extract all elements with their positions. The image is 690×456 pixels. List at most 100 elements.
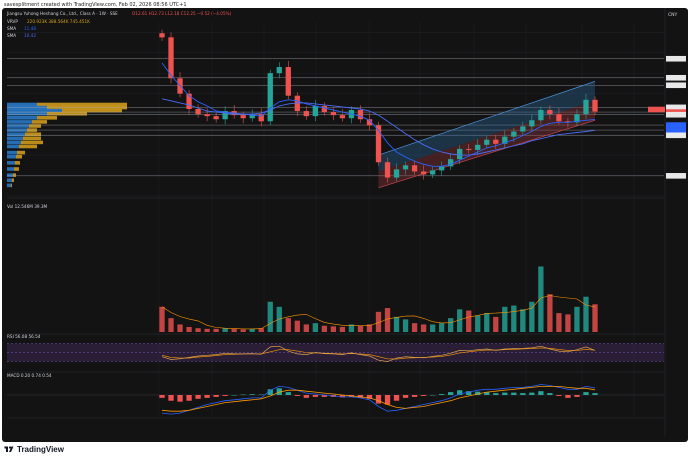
- macd-histogram-bar: [339, 395, 346, 398]
- volume-profile-bar-up: [7, 124, 29, 128]
- volume-bar: [448, 318, 454, 332]
- candle-body: [484, 139, 490, 145]
- snapshot-caption: savesplitment created with TradingView.c…: [4, 2, 187, 8]
- volume-profile-bar-down: [14, 167, 19, 171]
- volume-bar: [249, 328, 255, 332]
- macd-histogram-bar: [520, 393, 526, 395]
- macd-histogram-bar: [159, 395, 165, 398]
- price-level-badge: [666, 127, 686, 133]
- macd-histogram-bar: [240, 394, 246, 396]
- volume-profile-bar-up: [7, 102, 37, 107]
- candle-body: [294, 95, 300, 112]
- macd-histogram-bar: [312, 395, 319, 397]
- price-level-badge: [666, 55, 686, 62]
- volume-bar: [384, 308, 391, 332]
- candle-body: [159, 33, 165, 38]
- vrvp-values: 220.923K 388.564K 745.451K: [27, 19, 90, 24]
- candle-body: [511, 131, 517, 137]
- sma-fast-label[interactable]: SMA: [7, 26, 16, 31]
- vrvp-label[interactable]: VRVP: [7, 19, 18, 24]
- volume-profile-bar-down: [17, 150, 25, 155]
- candle-body: [195, 109, 201, 115]
- volume-bar: [303, 324, 309, 332]
- volume-bar: [366, 324, 373, 332]
- volume-profile-bar-up: [7, 136, 23, 141]
- candle-body: [393, 169, 400, 178]
- macd-histogram-bar: [294, 395, 300, 396]
- volume-profile-bar-up: [7, 120, 32, 124]
- volume-bar: [276, 306, 282, 332]
- chart-frame[interactable]: Jiangsu Yuhong Heshang Co., Ltd., Class …: [2, 8, 688, 442]
- macd-histogram-bar: [285, 392, 291, 395]
- candle-body: [493, 139, 499, 144]
- candle-body: [384, 162, 391, 178]
- macd-histogram-bar: [204, 395, 210, 398]
- macd-histogram-bar: [186, 395, 192, 401]
- candle-body: [502, 136, 508, 144]
- price-level-badge: [666, 104, 686, 111]
- volume-bar: [466, 310, 472, 332]
- channel-upper-line: [378, 81, 596, 156]
- volume-profile-bar-down: [32, 120, 47, 124]
- macd-histogram-bar: [231, 395, 237, 396]
- candle-body: [429, 170, 436, 175]
- volume-bar: [538, 266, 544, 332]
- macd-histogram-bar: [213, 395, 219, 397]
- tradingview-wordmark: TradingView: [17, 444, 64, 454]
- macd-histogram-bar: [222, 395, 228, 396]
- volume-profile-bar-down: [15, 161, 20, 165]
- volume-profile-bar-up: [7, 111, 47, 116]
- volume-profile-bar-up: [7, 173, 13, 177]
- volume-bar: [493, 316, 499, 332]
- macd-histogram-bar: [420, 395, 427, 396]
- volume-profile-bar-up: [7, 108, 62, 113]
- macd-histogram-bar: [457, 390, 463, 395]
- macd-histogram-bar: [357, 395, 364, 398]
- volume-bar: [267, 301, 273, 332]
- volume-bar: [375, 311, 382, 332]
- macd-histogram-bar: [267, 389, 273, 395]
- macd-histogram-bar: [511, 392, 517, 395]
- candle-body: [186, 93, 192, 109]
- macd-histogram-bar: [303, 395, 309, 398]
- volume-profile-bar-down: [29, 124, 41, 128]
- volume-profile-bar-down: [37, 102, 127, 107]
- candle-body: [375, 125, 382, 163]
- volume-bar: [583, 296, 589, 332]
- chart-canvas[interactable]: Jiangsu Yuhong Heshang Co., Ltd., Class …: [2, 8, 688, 442]
- candle-body: [303, 111, 309, 117]
- macd-histogram-bar: [438, 394, 445, 395]
- candle-body: [574, 114, 580, 123]
- currency-label[interactable]: CNY: [668, 12, 678, 18]
- volume-profile-bar-down: [12, 178, 14, 183]
- macd-histogram-bar: [168, 395, 174, 401]
- volume-bar: [177, 324, 183, 332]
- rsi-pane: [7, 343, 664, 362]
- grid-lines: [7, 8, 666, 436]
- sma-slow-label[interactable]: SMA: [7, 33, 16, 38]
- macd-histogram-bar: [195, 395, 201, 399]
- volume-bar: [592, 304, 598, 332]
- candle-body: [249, 114, 255, 119]
- candle-body: [339, 115, 346, 119]
- macd-histogram-bar: [556, 395, 562, 396]
- sma-slow-value: 10.42: [24, 33, 36, 38]
- macd-histogram-bar: [321, 395, 328, 397]
- macd-histogram-bar: [258, 394, 264, 396]
- candle-body: [457, 148, 463, 160]
- tradingview-logo-icon: [4, 446, 14, 452]
- candle-body: [366, 119, 373, 126]
- volume-profile-bar-up: [7, 161, 15, 165]
- volume-profile-bar-down: [19, 144, 37, 149]
- candle-body: [276, 67, 282, 74]
- sma-fast-value: 11.48: [24, 26, 36, 31]
- price-axis: [648, 55, 686, 179]
- volume-bar: [357, 325, 364, 332]
- volume-profile-bar-up: [7, 154, 16, 159]
- footer-brand: TradingView: [4, 442, 64, 456]
- volume-profile-bar-down: [16, 154, 22, 159]
- macd-legend: MACD 0.20 0.74 0.54: [7, 373, 52, 378]
- volume-bar: [240, 329, 246, 332]
- macd-histogram-bar: [475, 391, 481, 395]
- volume-bar: [285, 318, 291, 332]
